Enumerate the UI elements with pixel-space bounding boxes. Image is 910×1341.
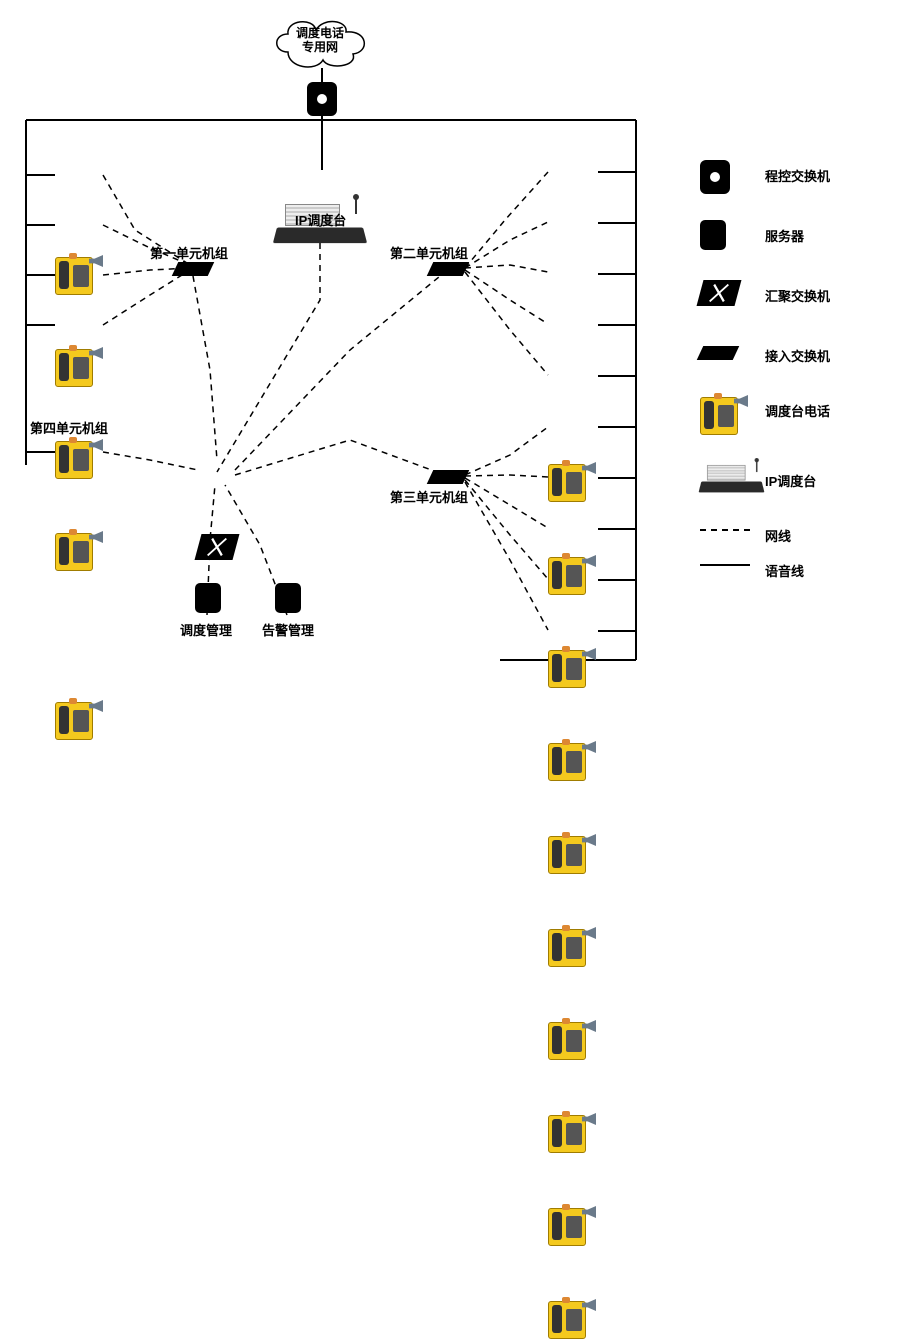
legend-acc-icon [700,340,736,360]
dispatch-phone [548,1206,596,1248]
dispatch-phone [548,555,596,597]
cloud-network: 调度电话 专用网 [268,12,378,67]
phones-right-group [0,310,910,730]
dispatch-phone [548,462,596,504]
label-alarm: 告警管理 [262,620,314,639]
dispatch-phone [55,347,103,389]
dispatch-phone [548,1299,596,1341]
label-dispatch: 调度管理 [180,620,232,639]
label-unit-2: 第二单元机组 [390,243,468,262]
dispatch-phone [55,700,103,742]
server-alarm [275,583,301,613]
access-switch-u3 [427,470,470,484]
dispatch-phone [548,1113,596,1155]
label-unit-4: 第四单元机组 [30,418,108,437]
ip-console-label: IP调度台 [295,210,346,229]
label-unit-3: 第三单元机组 [390,487,468,506]
dispatch-phone [55,531,103,573]
dispatch-phone [55,255,103,297]
legend-pbx-label: 程控交换机 [765,166,830,185]
legend-netline-icon [700,520,750,545]
dispatch-phone [548,1020,596,1062]
legend-netline-label: 网线 [765,526,791,545]
dispatch-phone [548,741,596,783]
aggregation-switch [195,534,240,560]
legend-pbx-icon [700,160,730,194]
access-switch-u2 [427,262,470,276]
server-dispatch [195,583,221,613]
pbx-switch [307,82,337,116]
dispatch-phone [700,395,748,437]
phones-left-group [0,100,910,310]
legend-agg-label: 汇聚交换机 [765,286,830,305]
access-switch-u1 [172,262,215,276]
legend-agg-icon [700,280,738,306]
dispatch-phone [55,439,103,481]
legend-console-label: IP调度台 [765,471,816,490]
dispatch-phone [548,834,596,876]
legend-acc-label: 接入交换机 [765,346,830,365]
dispatch-phone [548,648,596,690]
legend-server-label: 服务器 [765,226,804,245]
legend-server-icon [700,220,726,250]
label-unit-1: 第一单元机组 [150,243,228,262]
diagram-root: 调度电话 专用网 IP调度台 第一单元机组 第二单元机组 第三单元机组 第四单元… [0,0,910,671]
legend-phone-icon [700,395,748,437]
legend-voiceline-label: 语音线 [765,561,804,580]
dispatch-phone [548,927,596,969]
legend-phone-label: 调度台电话 [765,401,830,420]
cloud-label: 调度电话 专用网 [296,26,344,54]
legend-voiceline-icon [700,555,750,580]
